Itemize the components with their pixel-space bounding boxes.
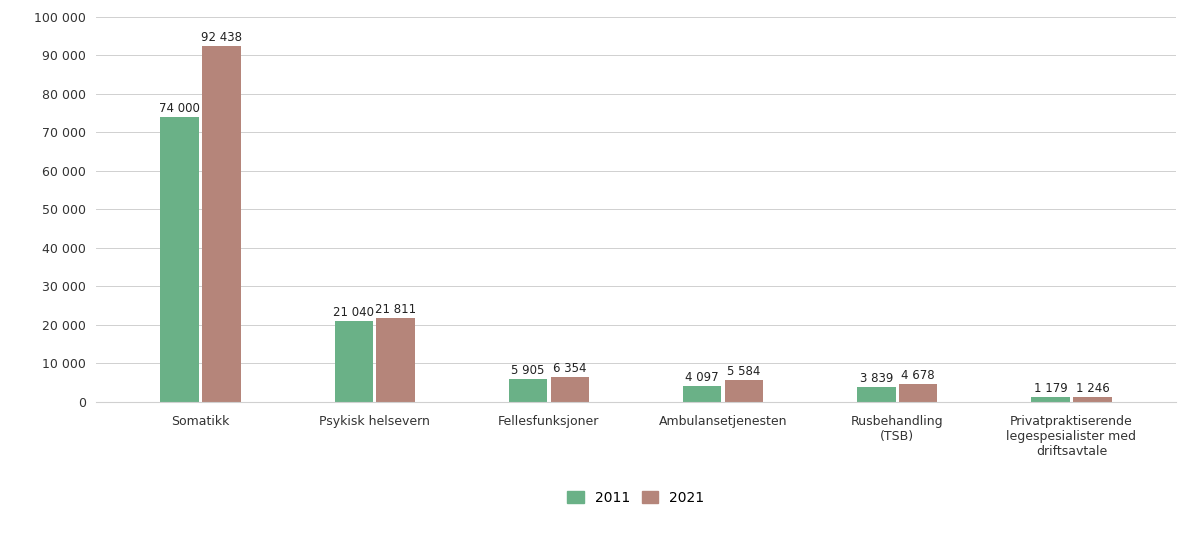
- Bar: [161, 117, 199, 402]
- Bar: [203, 46, 240, 402]
- Bar: [725, 380, 763, 402]
- Text: 3 839: 3 839: [859, 372, 893, 385]
- Text: 4 678: 4 678: [901, 369, 935, 382]
- Bar: [899, 384, 937, 402]
- Text: 4 097: 4 097: [685, 371, 719, 384]
- Bar: [551, 377, 589, 402]
- Bar: [377, 318, 415, 402]
- Bar: [857, 387, 895, 402]
- Text: 92 438: 92 438: [200, 31, 242, 44]
- Bar: [683, 386, 721, 402]
- Text: 5 905: 5 905: [511, 364, 545, 377]
- Text: 21 040: 21 040: [334, 306, 374, 319]
- Bar: [335, 321, 373, 402]
- Bar: [509, 379, 547, 402]
- Bar: [1073, 397, 1111, 402]
- Legend: 2011, 2021: 2011, 2021: [562, 485, 710, 511]
- Text: 21 811: 21 811: [376, 303, 416, 316]
- Text: 1 246: 1 246: [1075, 382, 1109, 395]
- Bar: [1032, 397, 1069, 402]
- Text: 74 000: 74 000: [160, 102, 200, 115]
- Text: 5 584: 5 584: [727, 365, 761, 378]
- Text: 1 179: 1 179: [1033, 382, 1068, 395]
- Text: 6 354: 6 354: [553, 362, 587, 376]
